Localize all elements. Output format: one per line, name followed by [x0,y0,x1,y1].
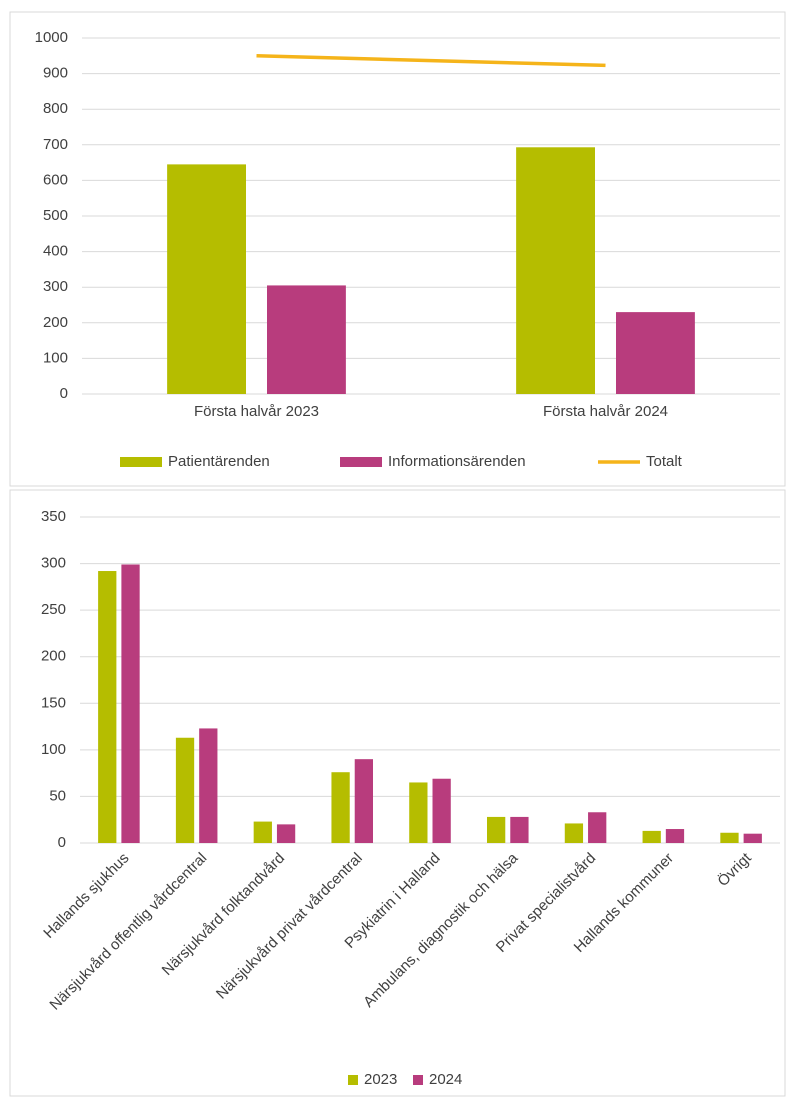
bar [616,312,695,394]
y-tick-label: 600 [43,171,68,188]
bar [199,728,218,843]
legend-label: Patientärenden [168,453,270,470]
y-tick-label: 100 [41,741,66,758]
bar [510,816,529,843]
bar [167,164,246,394]
y-tick-label: 400 [43,243,68,260]
legend-swatch [340,457,382,467]
bar [121,564,140,843]
y-tick-label: 300 [43,278,68,295]
y-tick-label: 900 [43,65,68,82]
y-tick-label: 0 [60,385,68,402]
bar [98,571,117,843]
bar [276,824,296,843]
bar [720,832,739,843]
bar [175,737,195,843]
y-tick-label: 800 [43,100,68,117]
bar [665,829,685,843]
y-tick-label: 300 [41,555,66,572]
bar [487,816,506,843]
legend-label: Totalt [646,453,683,470]
bar [267,285,346,394]
bar [642,830,661,843]
bar [432,778,451,843]
x-tick-label: Första halvår 2023 [194,403,319,420]
y-tick-label: 0 [58,834,66,851]
y-tick-label: 500 [43,207,68,224]
bar [409,782,428,843]
y-tick-label: 200 [43,314,68,331]
legend-swatch [348,1075,358,1085]
bar [516,147,595,394]
chart-frame [9,11,786,487]
legend-label: 2023 [364,1071,397,1088]
legend-label: 2024 [429,1071,462,1088]
bar [588,812,607,843]
bar [253,821,272,843]
line [256,54,606,68]
bar [564,823,584,843]
y-tick-label: 350 [41,508,66,525]
y-tick-label: 1000 [35,29,68,46]
legend-label: Informationsärenden [388,453,526,470]
y-tick-label: 150 [41,694,66,711]
legend-swatch [413,1075,423,1085]
bar [354,759,373,843]
y-tick-label: 700 [43,136,68,153]
y-tick-label: 100 [43,349,68,366]
y-tick-label: 250 [41,601,66,618]
bar [331,772,350,843]
y-tick-label: 50 [49,787,66,804]
y-tick-label: 200 [41,648,66,665]
legend-swatch [120,457,162,467]
bar [743,833,762,843]
x-tick-label: Första halvår 2024 [543,403,668,420]
